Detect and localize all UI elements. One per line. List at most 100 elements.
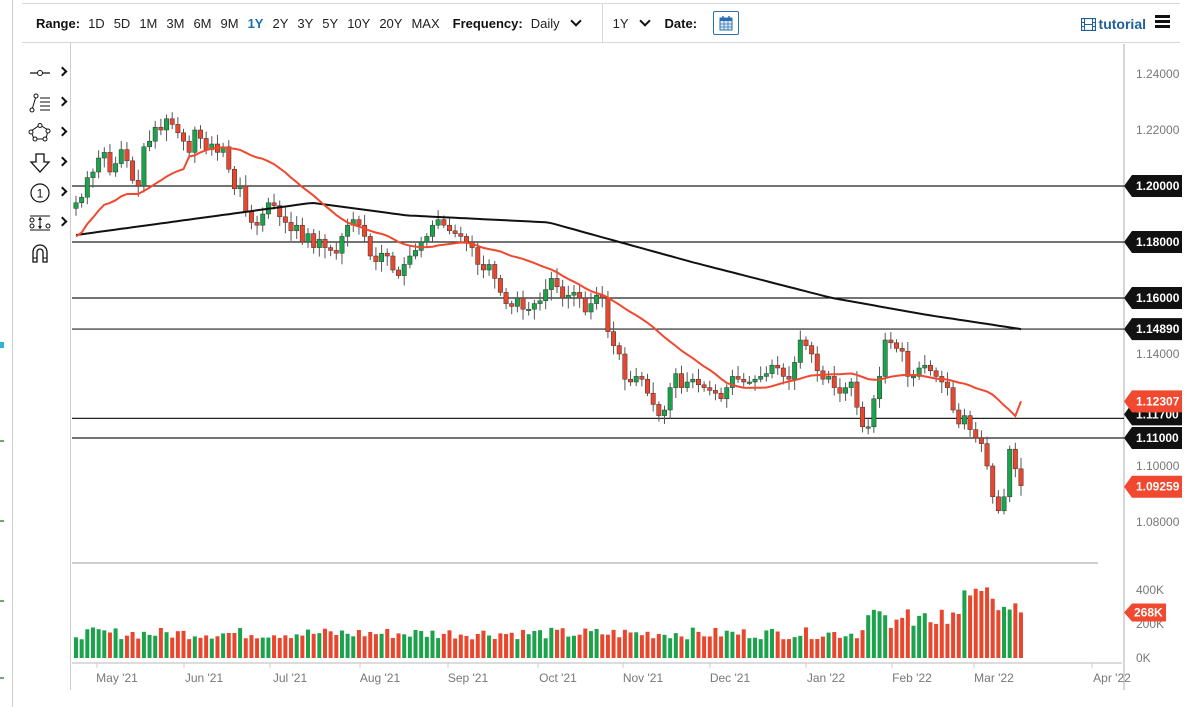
volume-bar	[232, 633, 237, 658]
candle-body	[356, 219, 362, 226]
volume-bar	[803, 627, 808, 658]
volume-bar	[334, 635, 339, 658]
candle-body	[333, 250, 339, 254]
volume-bar	[447, 630, 452, 658]
candle-body	[152, 126, 158, 142]
volume-bar	[419, 631, 424, 658]
numbered-circle-icon: 1	[30, 183, 50, 203]
candle-body	[746, 381, 752, 384]
svg-text:1: 1	[37, 187, 44, 201]
time-tick-label: Apr '22	[1093, 671, 1131, 685]
range-button-20y[interactable]: 20Y	[379, 15, 403, 31]
candle-body	[509, 303, 515, 307]
time-axis[interactable]: May '21 Jun '21 Jul '21 Aug '21 Sep '21 Oct '…	[96, 663, 1131, 685]
candle-body	[724, 387, 730, 400]
volume-bar	[130, 631, 135, 658]
annotation-tool-button[interactable]: 1	[28, 178, 68, 208]
hline-price-tag-text: 1.16000	[1136, 291, 1180, 305]
arrow-tool-button[interactable]	[28, 148, 68, 178]
candle-body	[577, 292, 583, 299]
volume-bar	[1002, 606, 1007, 658]
volume-bar	[470, 639, 475, 658]
volume-bar	[402, 634, 407, 658]
last-price-tag-text: 1.09259	[1136, 480, 1180, 494]
line-tool-button[interactable]	[28, 58, 68, 88]
volume-bar	[424, 636, 429, 658]
volume-bar	[707, 636, 712, 658]
range-button-5d[interactable]: 5D	[113, 15, 131, 31]
range-button-1d[interactable]: 1D	[88, 15, 105, 31]
volume-bar	[900, 617, 905, 658]
candle-body	[905, 350, 911, 377]
last-price-tag	[1124, 475, 1182, 498]
range-button-3m[interactable]: 3M	[166, 15, 185, 31]
volume-bar	[238, 628, 243, 658]
range-button-5y[interactable]: 5Y	[322, 15, 339, 31]
measure-tool-button[interactable]	[28, 208, 68, 238]
volume-bar	[255, 638, 260, 658]
volume-bar	[532, 630, 537, 658]
range-button-10y[interactable]: 10Y	[347, 15, 371, 31]
price-tags: 1.200001.180001.160001.148901.110001.117…	[1124, 175, 1182, 622]
range-button-3y[interactable]: 3Y	[297, 15, 314, 31]
candle-body	[656, 404, 662, 416]
period-dropdown[interactable]: 1Y	[612, 15, 657, 31]
volume-bar	[209, 638, 214, 658]
volume-bar	[730, 631, 735, 658]
volume-bar	[832, 632, 837, 658]
magnet-tool-button[interactable]	[28, 238, 68, 268]
candle-body	[594, 294, 600, 304]
volume-bar	[396, 633, 401, 658]
candle-body	[718, 392, 724, 400]
candle-body	[961, 415, 967, 425]
candle-body	[973, 429, 979, 439]
horizontal-lines[interactable]	[72, 185, 1124, 439]
volume-bar	[158, 628, 163, 658]
volume-bar	[266, 637, 271, 658]
candle-body	[147, 140, 153, 148]
volume-bar	[770, 628, 775, 658]
candle-body	[673, 373, 679, 388]
volume-bar	[1019, 612, 1023, 658]
hamburger-menu-icon[interactable]	[1155, 15, 1170, 30]
volume-bar	[481, 630, 486, 658]
volume-bar	[243, 638, 248, 658]
time-tick-label: Oct '21	[539, 671, 577, 685]
period-value: 1Y	[612, 15, 629, 31]
range-button-9m[interactable]: 9M	[220, 15, 239, 31]
candle-body	[79, 196, 85, 204]
frequency-dropdown[interactable]: Daily	[531, 15, 588, 31]
volume-bar	[888, 627, 893, 658]
range-button-max[interactable]: MAX	[411, 15, 440, 31]
candle-body	[639, 376, 645, 380]
fib-tool-button[interactable]	[28, 88, 68, 118]
candle-body	[944, 381, 950, 388]
time-tick-label: Jun '21	[185, 671, 224, 685]
candle-body	[84, 177, 90, 198]
candle-body	[243, 185, 249, 212]
candle-body	[650, 392, 656, 405]
candle-body	[537, 300, 543, 304]
volume-bar	[356, 630, 361, 658]
candle-body	[967, 415, 973, 430]
shape-tool-button[interactable]	[28, 118, 68, 148]
candle-body	[679, 373, 684, 388]
volume-bar	[317, 633, 322, 658]
candle-body	[492, 264, 498, 279]
date-picker-button[interactable]	[713, 11, 740, 35]
range-button-6m[interactable]: 6M	[193, 15, 212, 31]
volume-bar	[322, 628, 327, 658]
candle-body	[526, 308, 532, 311]
volume-bar	[153, 635, 158, 658]
range-button-2y[interactable]: 2Y	[272, 15, 289, 31]
range-button-1m[interactable]: 1M	[139, 15, 158, 31]
price-axis[interactable]: 1.24000 1.22000 1.20000 1.18000 1.16000 1.140…	[1136, 67, 1180, 665]
candle-body	[560, 286, 566, 299]
candle-body	[888, 339, 894, 344]
tutorial-link[interactable]: tutorial	[1080, 16, 1146, 32]
range-button-1y[interactable]: 1Y	[247, 15, 264, 31]
candle-body	[447, 224, 452, 232]
candle-body	[514, 297, 520, 307]
volume-bar	[560, 628, 565, 658]
